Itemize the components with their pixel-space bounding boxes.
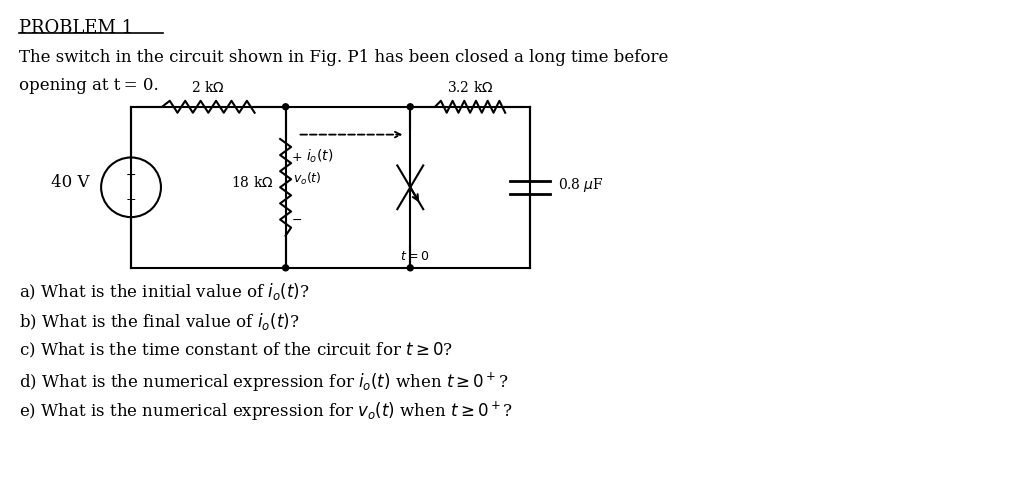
Text: 2 k$\Omega$: 2 k$\Omega$ [191, 80, 225, 95]
Text: +: + [126, 193, 136, 206]
Text: 40 V: 40 V [50, 174, 89, 191]
Circle shape [283, 104, 289, 110]
Text: c) What is the time constant of the circuit for $t \geq 0$?: c) What is the time constant of the circ… [19, 340, 454, 359]
Text: The switch in the circuit shown in Fig. P1 has been closed a long time before: The switch in the circuit shown in Fig. … [19, 49, 669, 66]
Circle shape [283, 265, 289, 271]
Text: $t = 0$: $t = 0$ [399, 250, 429, 263]
Text: PROBLEM 1: PROBLEM 1 [19, 19, 133, 37]
Text: opening at t = 0.: opening at t = 0. [19, 77, 159, 94]
Text: $i_o(t)$: $i_o(t)$ [305, 148, 333, 165]
Text: +: + [292, 151, 302, 164]
Text: 0.8 $\mu$F: 0.8 $\mu$F [558, 176, 604, 195]
Text: b) What is the final value of $i_o(t)$?: b) What is the final value of $i_o(t)$? [19, 311, 300, 332]
Text: a) What is the initial value of $i_o(t)$?: a) What is the initial value of $i_o(t)$… [19, 281, 310, 302]
Text: $v_o(t)$: $v_o(t)$ [293, 171, 322, 187]
Text: 18 k$\Omega$: 18 k$\Omega$ [231, 175, 273, 190]
Circle shape [408, 265, 414, 271]
Circle shape [408, 104, 414, 110]
Text: 3.2 k$\Omega$: 3.2 k$\Omega$ [446, 80, 494, 95]
Text: e) What is the numerical expression for $v_o(t)$ when $t \geq 0^+$?: e) What is the numerical expression for … [19, 400, 513, 424]
Text: −: − [126, 169, 136, 182]
Text: −: − [292, 214, 302, 227]
Text: d) What is the numerical expression for $i_o(t)$ when $t \geq 0^+$?: d) What is the numerical expression for … [19, 370, 509, 393]
